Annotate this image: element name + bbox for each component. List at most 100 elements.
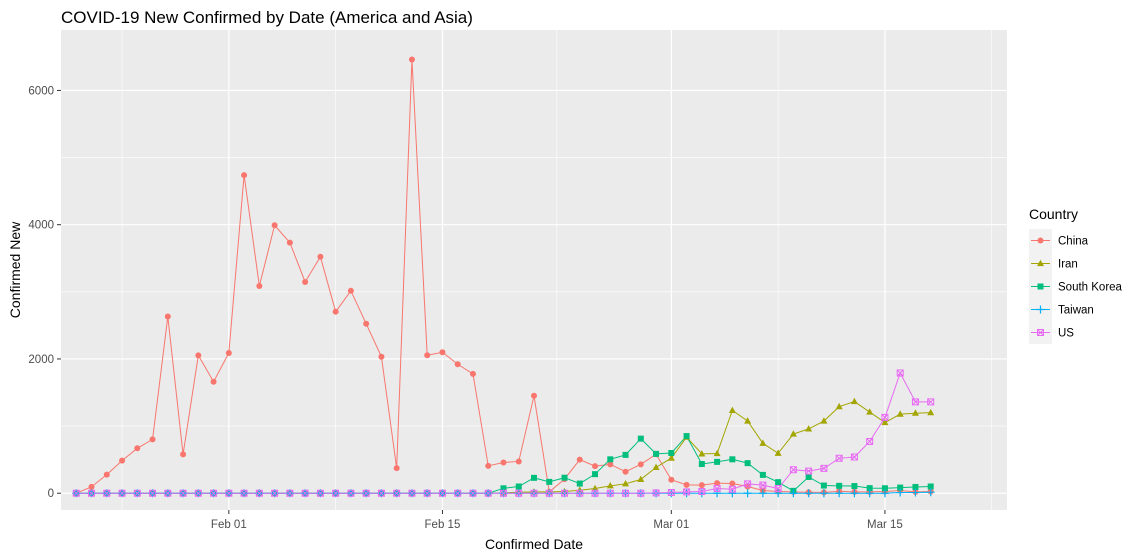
data-point-iran <box>896 410 904 417</box>
series-points-us <box>72 369 935 497</box>
data-point-us <box>225 489 233 497</box>
data-point-iran <box>820 417 828 424</box>
data-point-us <box>530 489 538 497</box>
data-point-us <box>88 489 96 497</box>
data-point-us <box>499 489 507 497</box>
data-point-china <box>714 480 721 487</box>
data-point-us <box>622 489 630 497</box>
data-point-china <box>607 461 614 468</box>
data-point-south-korea <box>759 471 766 478</box>
data-point-china <box>485 462 492 469</box>
data-point-china <box>576 456 583 463</box>
data-point-iran <box>591 484 599 492</box>
data-point-china <box>424 352 431 359</box>
data-point-us <box>454 489 462 497</box>
data-point-south-korea <box>607 456 614 463</box>
data-point-iran <box>850 397 858 405</box>
legend-item-south-korea: South Korea <box>1029 275 1123 298</box>
data-point-iran <box>881 418 889 426</box>
data-point-taiwan <box>896 488 905 497</box>
data-point-iran <box>774 449 782 456</box>
data-point-iran <box>622 480 630 487</box>
data-point-us <box>240 489 248 497</box>
data-point-taiwan <box>819 489 828 498</box>
data-point-china <box>271 222 278 229</box>
data-point-south-korea <box>729 456 736 463</box>
data-point-china <box>637 461 644 468</box>
legend-label-taiwan: Taiwan <box>1058 305 1094 317</box>
data-point-south-korea <box>912 483 919 490</box>
data-point-taiwan <box>865 489 874 498</box>
legend-key-marker <box>1037 329 1044 336</box>
data-point-south-korea <box>927 483 934 490</box>
data-point-south-korea <box>561 474 568 481</box>
data-point-south-korea <box>515 483 522 490</box>
data-point-china <box>302 278 309 285</box>
data-point-us <box>774 485 782 493</box>
data-point-iran <box>866 408 874 415</box>
data-point-china <box>469 370 476 377</box>
legend-title: Country <box>1029 206 1078 222</box>
data-point-us <box>606 489 614 497</box>
data-point-south-korea <box>592 471 599 478</box>
plot-panel <box>61 30 1007 510</box>
x-axis-title: Confirmed Date <box>485 536 583 552</box>
data-point-us <box>744 480 752 488</box>
legend-key-marker <box>1036 305 1045 314</box>
y-axis-title: Confirmed New <box>7 221 23 318</box>
data-point-south-korea <box>698 461 705 468</box>
data-point-south-korea <box>836 482 843 489</box>
data-point-china <box>729 480 736 487</box>
data-point-south-korea <box>576 480 583 487</box>
data-point-south-korea <box>500 485 507 492</box>
data-point-us <box>469 489 477 497</box>
data-point-us <box>850 453 858 461</box>
data-point-us <box>652 489 660 497</box>
data-point-south-korea <box>622 451 629 458</box>
data-point-south-korea <box>668 450 675 457</box>
data-point-us <box>301 489 309 497</box>
data-point-iran <box>652 463 660 470</box>
x-tick-label: Mar 01 <box>653 519 689 531</box>
data-point-iran <box>728 406 736 413</box>
data-point-china <box>454 361 461 368</box>
y-tick-label: 6000 <box>28 85 54 97</box>
legend-key-marker <box>1037 237 1044 244</box>
data-point-china <box>134 445 141 452</box>
data-point-us <box>561 489 569 497</box>
data-point-china <box>500 459 507 466</box>
data-point-china <box>363 320 370 327</box>
y-axis: 0 2000 4000 6000 <box>28 85 61 500</box>
data-point-us <box>713 485 721 493</box>
data-point-china <box>119 457 126 464</box>
data-point-south-korea <box>805 473 812 480</box>
series-markers <box>72 56 935 498</box>
data-point-south-korea <box>531 474 537 481</box>
data-point-us <box>118 489 126 497</box>
y-tick-label: 4000 <box>28 220 54 232</box>
data-point-china <box>88 483 95 490</box>
data-point-taiwan <box>713 489 722 498</box>
legend: Country China Iran South Korea Taiwan US <box>1029 206 1123 344</box>
data-point-us <box>438 489 446 497</box>
chart-title: COVID-19 New Confirmed by Date (America … <box>61 8 473 27</box>
data-point-china <box>103 471 110 478</box>
legend-key-marker <box>1037 259 1044 267</box>
data-point-us <box>164 489 172 497</box>
data-point-taiwan <box>880 489 889 498</box>
data-point-iran <box>759 439 767 446</box>
data-point-us <box>637 489 645 497</box>
data-point-south-korea <box>897 484 904 491</box>
data-point-iran <box>744 417 752 424</box>
data-point-china <box>378 353 385 360</box>
legend-label-us: US <box>1058 328 1074 340</box>
data-point-us <box>820 464 828 472</box>
data-point-china <box>531 392 537 399</box>
legend-item-iran: Iran <box>1029 252 1078 275</box>
data-point-iran <box>698 450 706 457</box>
data-point-china <box>439 349 446 356</box>
legend-label-china: China <box>1058 236 1089 248</box>
data-point-taiwan <box>911 488 920 497</box>
data-point-iran <box>713 449 721 457</box>
data-point-taiwan <box>789 489 798 498</box>
